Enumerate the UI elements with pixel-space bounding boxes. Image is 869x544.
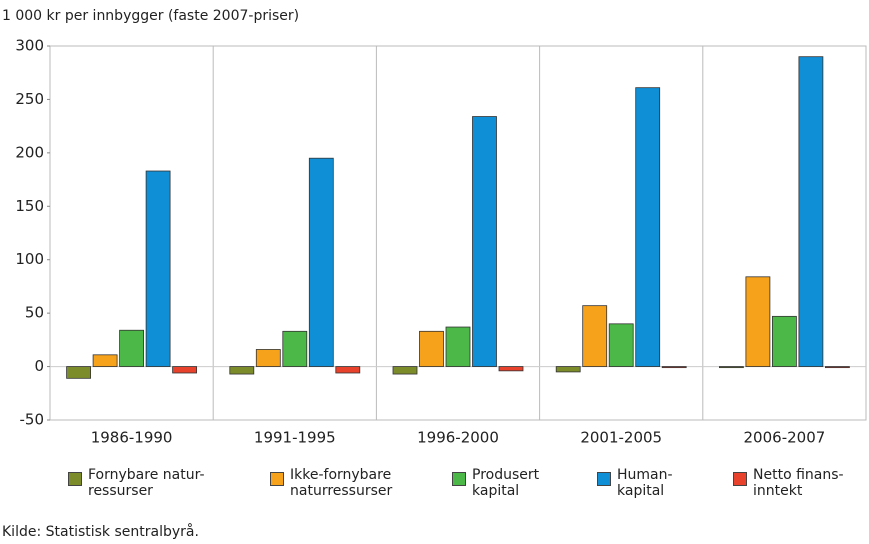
y-tick-label: 250 bbox=[15, 90, 44, 108]
bar bbox=[335, 366, 361, 374]
bar bbox=[661, 366, 687, 369]
bar bbox=[445, 326, 471, 367]
x-tick-label: 1996-2000 bbox=[417, 429, 499, 447]
bar bbox=[229, 366, 255, 375]
x-tick-label: 1991-1995 bbox=[254, 429, 336, 447]
legend-swatch bbox=[597, 472, 611, 486]
legend-label: Human- kapital bbox=[617, 467, 673, 499]
bar bbox=[66, 366, 91, 379]
bar bbox=[582, 305, 608, 367]
plot-frame bbox=[49, 45, 867, 421]
legend-swatch bbox=[270, 472, 284, 486]
x-tick-label: 2006-2007 bbox=[744, 429, 826, 447]
y-tick-label: 300 bbox=[15, 37, 44, 55]
y-tick-label: 200 bbox=[15, 143, 44, 161]
source: Kilde: Statistisk sentralbyrå. bbox=[2, 524, 199, 540]
bar bbox=[745, 276, 771, 367]
y-tick-label: -50 bbox=[20, 411, 45, 429]
bar bbox=[392, 366, 418, 375]
bar bbox=[772, 315, 797, 367]
bar bbox=[119, 329, 144, 367]
y-tick-label: 50 bbox=[25, 304, 44, 322]
y-tick-label: 150 bbox=[15, 197, 44, 215]
bar bbox=[282, 330, 308, 367]
bar bbox=[472, 116, 497, 367]
bar bbox=[635, 87, 661, 367]
y-tick-label: 100 bbox=[15, 250, 44, 268]
bar bbox=[172, 366, 198, 374]
bar bbox=[92, 354, 118, 367]
bar bbox=[555, 366, 581, 373]
bar bbox=[825, 366, 850, 369]
legend-label: Produsert kapital bbox=[472, 467, 540, 499]
x-tick-label: 1986-1990 bbox=[91, 429, 173, 447]
legend-swatch bbox=[733, 472, 747, 486]
bar bbox=[719, 366, 744, 369]
legend-label: Netto finans- inntekt bbox=[753, 467, 844, 499]
y-axis-label: 1 000 kr per innbygger (faste 2007-prise… bbox=[2, 8, 300, 24]
bar bbox=[308, 157, 334, 367]
legend-swatch bbox=[452, 472, 466, 486]
bar bbox=[798, 56, 824, 367]
bar bbox=[498, 366, 524, 372]
bar bbox=[145, 170, 171, 367]
legend-label: Ikke-fornybare naturressurser bbox=[290, 467, 393, 499]
legend-label: Fornybare natur- ressurser bbox=[88, 467, 205, 499]
bar bbox=[419, 330, 444, 367]
legend-swatch bbox=[68, 472, 82, 486]
x-tick-label: 2001-2005 bbox=[580, 429, 662, 447]
y-tick-label: 0 bbox=[34, 357, 44, 375]
bar bbox=[608, 323, 634, 367]
bar bbox=[255, 349, 281, 367]
